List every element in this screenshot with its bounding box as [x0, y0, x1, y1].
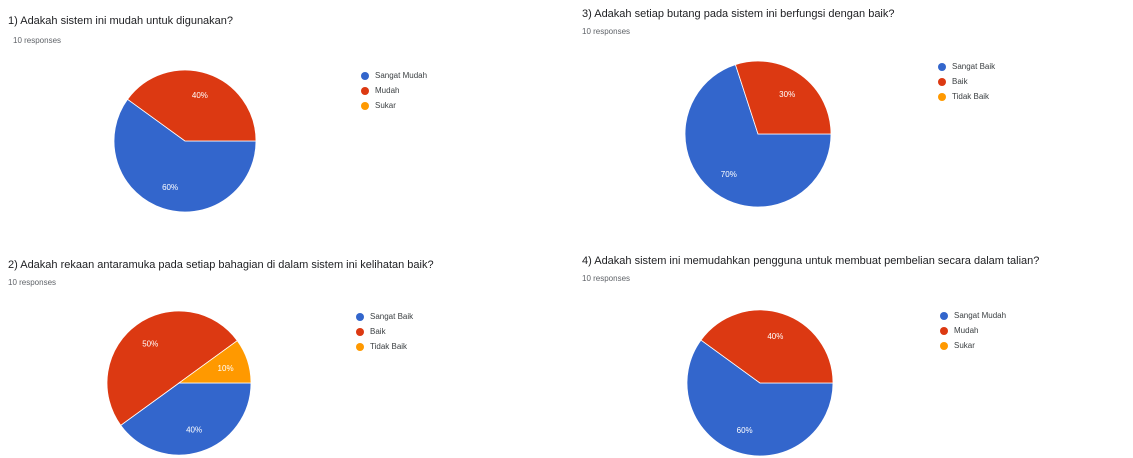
slice-percent-label: 70% — [721, 170, 737, 179]
legend-q2: Sangat Baik Baik Tidak Baik — [356, 309, 413, 354]
response-count: 10 responses — [582, 27, 631, 36]
legend-item[interactable]: Mudah — [361, 83, 427, 98]
legend-label: Mudah — [954, 326, 979, 335]
slice-percent-label: 40% — [186, 426, 202, 435]
legend-q4: Sangat Mudah Mudah Sukar — [940, 308, 1006, 353]
slice-percent-label: 60% — [162, 183, 178, 192]
legend-swatch — [940, 311, 948, 320]
pie-slice-sangat-mudah[interactable] — [686, 339, 834, 457]
legend-label: Baik — [952, 77, 968, 86]
legend-item[interactable]: Sangat Mudah — [361, 68, 427, 83]
pie-slice-mudah[interactable] — [127, 69, 257, 142]
legend-label: Mudah — [375, 86, 400, 95]
slice-percent-label: 30% — [779, 90, 795, 99]
legend-swatch — [356, 312, 364, 321]
legend-label: Tidak Baik — [370, 342, 408, 351]
pie-slice-sangat-baik[interactable] — [120, 382, 252, 456]
response-count: 10 responses — [8, 278, 57, 287]
pie-chart-q1: 60% 40% — [113, 69, 257, 213]
pie-slice-baik[interactable] — [734, 60, 832, 135]
legend-item[interactable]: Baik — [356, 324, 413, 339]
legend-swatch — [938, 62, 946, 71]
legend-q3: Sangat Baik Baik Tidak Baik — [938, 59, 995, 104]
legend-item[interactable]: Sangat Baik — [938, 59, 995, 74]
response-count: 10 responses — [582, 274, 631, 283]
pie-slice-baik[interactable] — [106, 310, 238, 426]
legend-swatch — [361, 86, 369, 95]
legend-item[interactable]: Tidak Baik — [356, 339, 413, 354]
slice-percent-label: 40% — [192, 91, 208, 100]
legend-swatch — [938, 92, 946, 101]
legend-swatch — [940, 341, 948, 350]
slice-percent-label: 10% — [218, 364, 234, 373]
pie-chart-q2: 40% 50% 10% — [106, 310, 252, 456]
slice-percent-label: 50% — [142, 339, 158, 348]
pie-chart-q3: 70% 30% — [684, 60, 832, 208]
legend-item[interactable]: Mudah — [940, 323, 1006, 338]
pie-chart-q4: 60% 40% — [686, 309, 834, 457]
legend-swatch — [940, 326, 948, 335]
legend-swatch — [361, 71, 369, 80]
legend-item[interactable]: Sangat Mudah — [940, 308, 1006, 323]
legend-swatch — [356, 342, 364, 351]
pie-slice-sangat-baik[interactable] — [684, 64, 832, 208]
legend-item[interactable]: Tidak Baik — [938, 89, 995, 104]
legend-q1: Sangat Mudah Mudah Sukar — [361, 68, 427, 113]
legend-item[interactable]: Sukar — [940, 338, 1006, 353]
slice-percent-label: 60% — [737, 426, 753, 435]
pie-slice-sangat-mudah[interactable] — [113, 98, 257, 213]
chart-title: 4) Adakah sistem ini memudahkan pengguna… — [582, 255, 1040, 267]
legend-item[interactable]: Sangat Baik — [356, 309, 413, 324]
legend-item[interactable]: Baik — [938, 74, 995, 89]
legend-label: Sukar — [375, 101, 396, 110]
slice-percent-label: 40% — [767, 332, 783, 341]
legend-item[interactable]: Sukar — [361, 98, 427, 113]
chart-title: 1) Adakah sistem ini mudah untuk digunak… — [8, 15, 234, 27]
legend-label: Tidak Baik — [952, 92, 990, 101]
legend-label: Sangat Mudah — [375, 71, 428, 80]
legend-label: Sangat Baik — [952, 62, 996, 71]
pie-slice-tidak-baik[interactable] — [177, 340, 252, 384]
chart-title: 2) Adakah rekaan antaramuka pada setiap … — [8, 259, 434, 271]
legend-swatch — [361, 101, 369, 110]
legend-swatch — [938, 77, 946, 86]
pie-slice-mudah[interactable] — [700, 309, 834, 384]
legend-label: Sangat Baik — [370, 312, 414, 321]
response-count: 10 responses — [13, 36, 62, 45]
legend-swatch — [356, 327, 364, 336]
legend-label: Baik — [370, 327, 386, 336]
legend-label: Sukar — [954, 341, 975, 350]
chart-title: 3) Adakah setiap butang pada sistem ini … — [582, 8, 895, 20]
legend-label: Sangat Mudah — [954, 311, 1007, 320]
